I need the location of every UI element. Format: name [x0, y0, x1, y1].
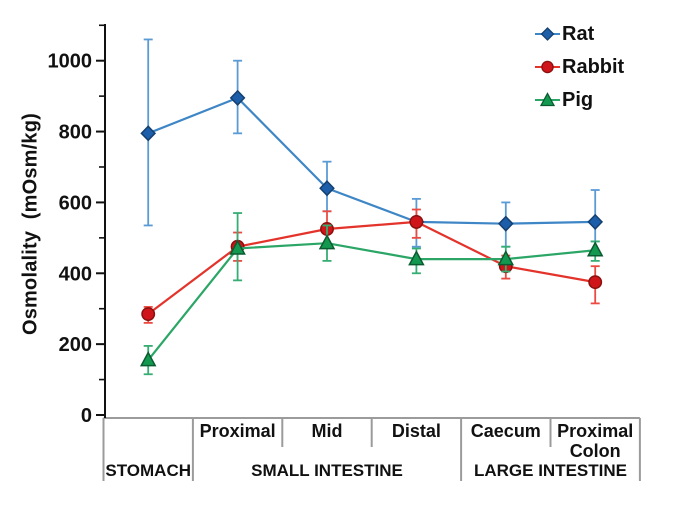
- pig-triangle-icon: [535, 92, 560, 107]
- point-pig-mid: [318, 234, 336, 250]
- x-sublabel: Colon: [570, 441, 621, 461]
- x-sublabel: Proximal: [557, 421, 633, 441]
- legend-label-rat: Rat: [562, 23, 595, 45]
- legend: Rat Rabbit Pig: [534, 23, 624, 111]
- point-pig-stomach: [139, 351, 157, 367]
- legend-item-pig: Pig: [534, 89, 624, 111]
- point-rabbit-distal: [409, 214, 424, 229]
- y-tick-label: 600: [59, 192, 92, 214]
- point-pig-distal: [408, 250, 425, 266]
- point-pig-proximal: [229, 239, 246, 255]
- x-group-label: STOMACH: [105, 461, 191, 480]
- x-group-label: LARGE INTESTINE: [474, 461, 627, 480]
- y-axis: 0 200 400 600 800 1000: [48, 24, 106, 427]
- y-tick-label: 800: [59, 122, 92, 144]
- legend-label-rabbit: Rabbit: [562, 56, 625, 78]
- y-tick-label: 200: [59, 334, 92, 356]
- series-rat: [140, 38, 604, 248]
- x-axis-table: Proximal Mid Distal Caecum ProximalColonSTOM…: [102, 417, 641, 481]
- point-rabbit-proximal-colon: [588, 275, 603, 290]
- legend-label-pig: Pig: [562, 89, 594, 111]
- series-rabbit: [141, 208, 603, 324]
- point-rat-stomach: [140, 125, 157, 142]
- x-group-label: SMALL INTESTINE: [251, 461, 403, 480]
- point-rat-proximal: [229, 89, 246, 106]
- series-pig: [139, 212, 604, 376]
- x-sublabel: Proximal: [200, 421, 276, 441]
- rat-diamond-icon: [535, 27, 560, 41]
- x-sublabel: Caecum: [471, 421, 541, 441]
- y-tick-label: 400: [59, 263, 92, 285]
- point-rat-mid: [319, 180, 335, 197]
- y-axis-title: Osmolality (mOsm/kg): [19, 112, 42, 336]
- point-rabbit-stomach: [141, 307, 156, 321]
- point-pig-caecum: [497, 250, 515, 266]
- y-tick-label: 0: [81, 405, 92, 427]
- y-tick-label: 1000: [48, 51, 93, 73]
- point-rat-proximal-colon: [587, 213, 604, 230]
- legend-item-rabbit: Rabbit: [534, 56, 624, 78]
- legend-item-rat: Rat: [534, 23, 624, 45]
- point-rat-caecum: [497, 215, 514, 232]
- x-sublabel: Distal: [392, 421, 441, 441]
- rabbit-circle-icon: [535, 60, 560, 74]
- point-pig-proximal-colon: [586, 241, 604, 257]
- x-sublabel: Mid: [312, 421, 343, 441]
